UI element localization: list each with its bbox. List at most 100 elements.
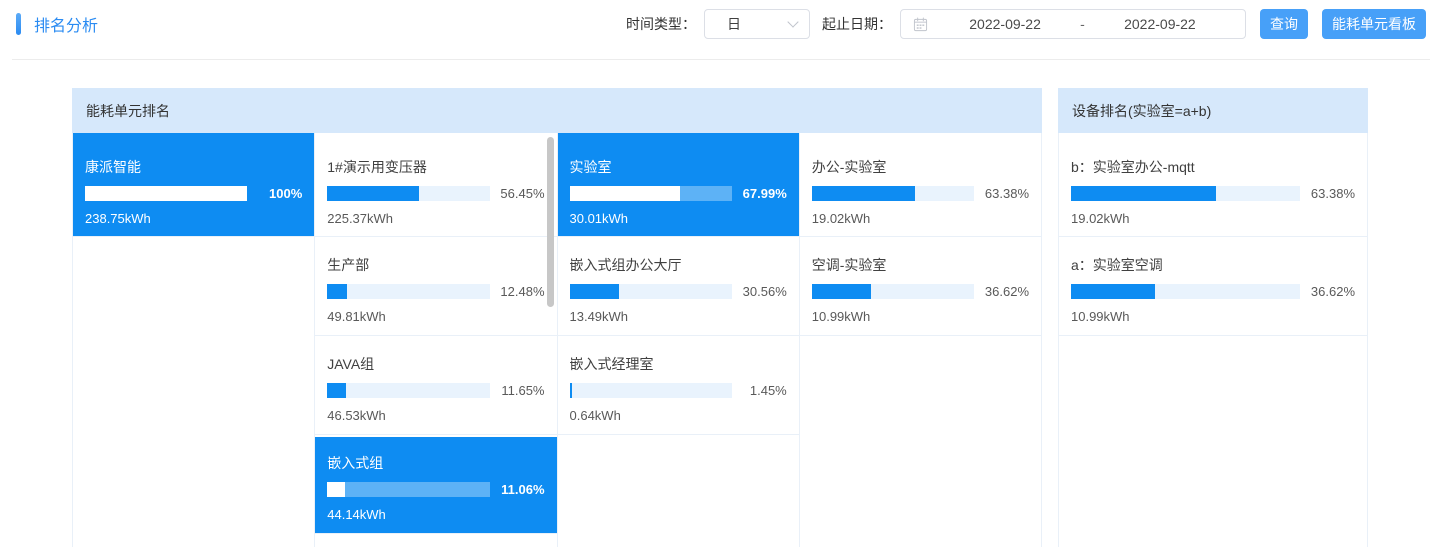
progress-bar-fill: [811, 186, 915, 201]
progress-bar-fill: [327, 284, 348, 299]
card-title: 嵌入式经理室: [569, 356, 654, 372]
progress-row: 1.45%: [569, 383, 787, 398]
ranking-card[interactable]: a：实验室空调 36.62% 10.99kWh: [1059, 239, 1367, 336]
progress-row: 63.38%: [811, 186, 1029, 201]
card-title: 嵌入式组: [327, 455, 384, 471]
card-title: JAVA组: [327, 356, 375, 372]
card-title: b：实验室办公-mqtt: [1071, 159, 1195, 175]
progress-bar-track: [1071, 186, 1300, 201]
card-percent: 67.99%: [742, 186, 787, 201]
card-title: 1#演示用变压器: [327, 159, 427, 175]
ranking-card[interactable]: 办公-实验室 63.38% 19.02kWh: [799, 133, 1041, 237]
progress-row: 67.99%: [569, 186, 787, 201]
topbar-divider: [12, 59, 1430, 60]
card-percent: 63.38%: [1310, 186, 1355, 201]
progress-row: 36.62%: [1071, 284, 1355, 299]
progress-bar-fill: [327, 186, 419, 201]
progress-row: 100%: [85, 186, 302, 201]
unit-panel-columns: 康派智能 100% 238.75kWh 1#演示用变压器 56.45% 225.…: [72, 133, 1042, 547]
unit-ranking-column: 康派智能 100% 238.75kWh: [73, 133, 316, 547]
ranking-card[interactable]: 1#演示用变压器 56.45% 225.37kWh: [315, 133, 557, 237]
progress-bar-fill: [327, 383, 347, 398]
date-separator: -: [1080, 16, 1085, 32]
card-percent: 100%: [269, 186, 303, 201]
card-energy: 19.02kWh: [1071, 211, 1130, 226]
column-scrollbar-thumb[interactable]: [546, 137, 554, 307]
ranking-card[interactable]: 嵌入式经理室 1.45% 0.64kWh: [557, 338, 799, 435]
card-percent: 11.06%: [501, 482, 545, 497]
progress-bar-fill: [1071, 186, 1217, 201]
card-energy: 225.37kWh: [327, 211, 394, 226]
card-energy: 0.64kWh: [569, 408, 621, 423]
progress-row: 56.45%: [327, 186, 545, 201]
device-ranking-panel: 设备排名(实验室=a+b) b：实验室办公-mqtt 63.38% 19.02k…: [1058, 88, 1368, 547]
time-type-value: 日: [727, 16, 741, 32]
time-type-label: 时间类型：: [626, 16, 696, 32]
query-button[interactable]: 查询: [1260, 9, 1308, 39]
topbar: 排名分析 时间类型： 日 起止日期： 2022-09-22 - 2022-09-…: [0, 0, 1442, 48]
progress-bar-fill: [811, 284, 872, 299]
card-title: 实验室: [569, 159, 612, 175]
start-date-value: 2022-09-22: [969, 16, 1041, 32]
date-range-input[interactable]: 2022-09-22 - 2022-09-22: [900, 9, 1246, 39]
card-percent: 1.45%: [749, 383, 787, 398]
card-energy: 46.53kWh: [327, 408, 386, 423]
ranking-card-partial[interactable]: [315, 536, 557, 547]
card-energy: 19.02kWh: [811, 211, 871, 226]
progress-bar-fill: [569, 186, 680, 201]
card-title: 办公-实验室: [811, 159, 887, 175]
unit-panel-header: 能耗单元排名: [72, 88, 1042, 133]
progress-bar-track: [327, 186, 490, 201]
card-title: 生产部: [327, 257, 370, 273]
calendar-icon: [913, 16, 928, 31]
card-energy: 13.49kWh: [569, 309, 629, 324]
card-title: 空调-实验室: [811, 257, 887, 273]
card-energy: 30.01kWh: [569, 211, 629, 226]
card-energy: 49.81kWh: [327, 309, 386, 324]
chevron-down-icon: [787, 16, 799, 28]
ranking-card[interactable]: JAVA组 11.65% 46.53kWh: [315, 338, 557, 435]
ranking-card[interactable]: b：实验室办公-mqtt 63.38% 19.02kWh: [1059, 133, 1367, 237]
card-percent: 12.48%: [500, 284, 545, 299]
energy-unit-board-button[interactable]: 能耗单元看板: [1322, 9, 1426, 39]
ranking-card[interactable]: 嵌入式组 11.06% 44.14kWh: [315, 437, 557, 534]
unit-ranking-column: 办公-实验室 63.38% 19.02kWh 空调-实验室 36.62% 10.…: [799, 133, 1041, 547]
card-energy: 44.14kWh: [327, 507, 386, 522]
title-accent-bar: [16, 13, 21, 35]
progress-row: 36.62%: [811, 284, 1029, 299]
card-title: a：实验室空调: [1071, 257, 1163, 273]
progress-bar-track: [569, 383, 732, 398]
progress-row: 30.56%: [569, 284, 787, 299]
progress-bar-fill: [569, 284, 620, 299]
time-type-select[interactable]: 日: [704, 9, 810, 39]
card-percent: 56.45%: [500, 186, 545, 201]
card-percent: 36.62%: [984, 284, 1029, 299]
progress-bar-track: [327, 284, 490, 299]
progress-bar-track: [811, 186, 974, 201]
card-percent: 36.62%: [1310, 284, 1355, 299]
card-title: 康派智能: [85, 159, 141, 175]
main-content: 能耗单元排名 康派智能 100% 238.75kWh 1#演示用变压器 56.4…: [72, 88, 1368, 547]
card-energy: 238.75kWh: [85, 211, 151, 226]
end-date-value: 2022-09-22: [1124, 16, 1196, 32]
device-panel-title: 设备排名(实验室=a+b): [1072, 102, 1212, 119]
progress-bar-track: [1071, 284, 1300, 299]
ranking-card[interactable]: 实验室 67.99% 30.01kWh: [557, 133, 799, 237]
ranking-card[interactable]: 生产部 12.48% 49.81kWh: [315, 239, 557, 336]
progress-bar-fill: [569, 383, 572, 398]
progress-row: 11.06%: [327, 482, 545, 497]
unit-ranking-column: 1#演示用变压器 56.45% 225.37kWh 生产部 12.48% 49.…: [315, 133, 558, 547]
progress-bar-track: [569, 186, 732, 201]
energy-unit-ranking-panel: 能耗单元排名 康派智能 100% 238.75kWh 1#演示用变压器 56.4…: [72, 88, 1042, 547]
unit-ranking-column: 实验室 67.99% 30.01kWh 嵌入式组办公大厅 30.56% 13.4…: [557, 133, 800, 547]
device-panel-header: 设备排名(实验室=a+b): [1058, 88, 1368, 133]
ranking-card[interactable]: 康派智能 100% 238.75kWh: [73, 133, 315, 237]
progress-bar-track: [327, 482, 490, 497]
progress-row: 63.38%: [1071, 186, 1355, 201]
progress-row: 12.48%: [327, 284, 545, 299]
ranking-card[interactable]: 空调-实验室 36.62% 10.99kWh: [799, 239, 1041, 336]
ranking-card[interactable]: 嵌入式组办公大厅 30.56% 13.49kWh: [557, 239, 799, 336]
progress-bar-track: [327, 383, 490, 398]
card-title: 嵌入式组办公大厅: [569, 257, 682, 273]
device-panel-cards: b：实验室办公-mqtt 63.38% 19.02kWh a：实验室空调 36.…: [1058, 133, 1368, 547]
